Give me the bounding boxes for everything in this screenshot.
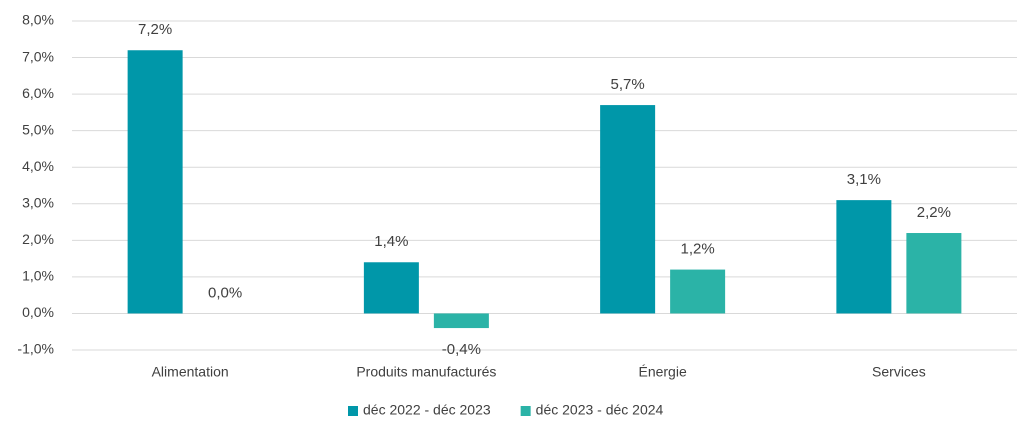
- legend-swatch: [348, 406, 358, 416]
- y-tick-label: 5,0%: [22, 121, 54, 137]
- legend-label: déc 2022 - déc 2023: [363, 402, 491, 418]
- data-label: -0,4%: [442, 341, 481, 358]
- y-tick-label: -1,0%: [17, 341, 54, 357]
- y-tick-label: 6,0%: [22, 85, 54, 101]
- data-label: 5,7%: [611, 76, 645, 93]
- data-label: 7,2%: [138, 21, 172, 38]
- data-label: 1,4%: [374, 233, 408, 250]
- bar: [433, 313, 489, 329]
- y-tick-label: 1,0%: [22, 268, 54, 284]
- bar: [906, 233, 962, 314]
- bar: [600, 105, 656, 314]
- y-tick-label: 7,0%: [22, 48, 54, 64]
- y-tick-label: 8,0%: [22, 12, 54, 28]
- y-tick-label: 3,0%: [22, 194, 54, 210]
- data-label: 0,0%: [208, 284, 242, 301]
- bar: [836, 200, 892, 314]
- x-tick-label: Produits manufacturés: [356, 364, 496, 380]
- bar: [127, 50, 183, 314]
- x-tick-label: Énergie: [638, 364, 686, 380]
- y-tick-label: 2,0%: [22, 231, 54, 247]
- bar: [670, 269, 726, 314]
- data-label: 2,2%: [917, 204, 951, 221]
- bar: [363, 262, 419, 314]
- data-label: 3,1%: [847, 171, 881, 188]
- y-tick-label: 4,0%: [22, 158, 54, 174]
- y-tick-label: 0,0%: [22, 304, 54, 320]
- x-tick-label: Alimentation: [152, 364, 229, 380]
- legend-swatch: [520, 406, 531, 416]
- legend-label: déc 2023 - déc 2024: [536, 402, 664, 418]
- data-label: 1,2%: [681, 241, 715, 258]
- x-tick-label: Services: [872, 364, 926, 380]
